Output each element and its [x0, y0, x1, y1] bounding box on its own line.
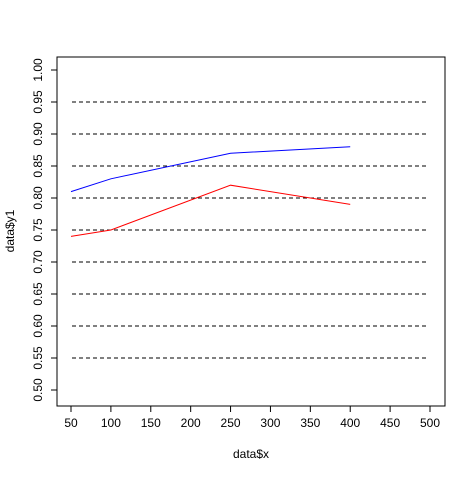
y-tick-label: 0.60 [31, 314, 45, 338]
reference-lines [72, 101, 429, 359]
series-layer [70, 146, 351, 237]
y-tick-label: 0.75 [31, 218, 45, 242]
x-tick-label: 350 [300, 416, 320, 430]
x-tick-label: 500 [420, 416, 440, 430]
x-tick-label: 400 [340, 416, 360, 430]
x-axis: 50 100 150 200 250 300 350 400 450 500 [64, 406, 440, 430]
x-tick-label: 100 [101, 416, 121, 430]
y-tick-label: 0.80 [31, 186, 45, 210]
series-line-2 [70, 184, 351, 237]
y-tick-label: 0.85 [31, 154, 45, 178]
x-axis-label: data$x [233, 447, 269, 461]
x-tick-label: 250 [221, 416, 241, 430]
x-tick-label: 450 [380, 416, 400, 430]
x-tick-label: 150 [141, 416, 161, 430]
y-tick-label: 0.55 [31, 346, 45, 370]
y-tick-label: 1.00 [31, 58, 45, 82]
y-tick-label: 0.90 [31, 122, 45, 146]
y-tick-label: 0.95 [31, 90, 45, 114]
x-tick-label: 300 [260, 416, 280, 430]
plot-box [56, 56, 446, 407]
y-axis: 0.50 0.55 0.60 0.65 0.70 0.75 0.80 0.85 0.90 0.95… [31, 58, 57, 402]
series-line-1 [70, 146, 351, 193]
y-axis-label: data$y1 [3, 209, 17, 252]
x-tick-label: 200 [181, 416, 201, 430]
y-tick-label: 0.50 [31, 378, 45, 402]
x-tick-label: 50 [64, 416, 78, 430]
y-tick-label: 0.70 [31, 250, 45, 274]
y-tick-label: 0.65 [31, 282, 45, 306]
